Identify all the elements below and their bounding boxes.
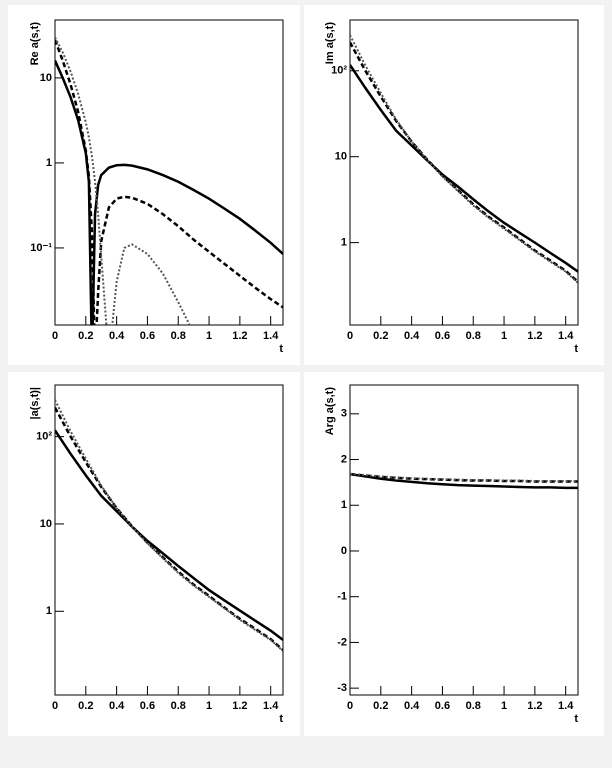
y-tick-label: 10 [40,518,52,530]
x-tick-label: 0.2 [373,330,388,342]
x-tick-label: 1.4 [558,330,574,342]
y-tick-label: -2 [337,636,347,648]
panel: -3 -2 -1 0 1 2 3 0 0.2 0.4 0.6 0.8 1 1.2 1.4 Arg a(s,t)… [304,372,604,736]
data-line [350,472,578,483]
plot-frame [54,384,284,696]
x-tick-label: 0.2 [78,700,93,712]
y-axis-label: Re a(s,t) [29,22,41,66]
x-tick-label: 1 [206,330,212,342]
plot-frame [54,19,284,326]
panel-background [304,372,604,736]
x-tick-label: 1.2 [527,330,542,342]
x-axis-label: t [574,713,578,725]
x-tick-label: 1 [501,330,507,342]
x-tick-label: 0.4 [404,330,420,342]
y-axis-label: |a(s,t)| [29,387,41,419]
x-tick-label: 0.2 [78,330,93,342]
x-tick-label: 1.4 [263,700,279,712]
data-line [55,36,191,325]
x-tick-label: 1.4 [263,330,279,342]
y-tick-label: 2 [341,453,347,465]
y-tick-label: -3 [337,682,347,694]
x-tick-label: 0 [52,330,58,342]
y-tick-label: 1 [341,237,347,249]
x-tick-label: 0 [347,700,353,712]
data-line [350,472,578,490]
y-tick-label: 1 [46,157,52,169]
y-tick-label: 3 [341,408,347,420]
data-line [350,64,578,273]
data-line [55,39,283,325]
y-tick-label: 0 [341,545,347,557]
x-tick-label: 0 [52,700,58,712]
x-tick-label: 1.2 [232,330,247,342]
x-tick-label: 0.8 [171,700,186,712]
x-tick-label: 0.8 [466,700,481,712]
x-tick-label: 1.4 [558,700,574,712]
y-axis-label: Im a(s,t) [324,22,336,65]
y-tick-label: 1 [46,605,52,617]
y-tick-label: 10⁻¹ [30,242,52,254]
data-line [55,406,283,651]
panel-background [8,372,300,736]
y-tick-label: 10² [331,65,347,77]
plot-frame [349,19,579,326]
x-tick-label: 0.4 [404,700,420,712]
panel: 10 1 10⁻¹ 0 0.2 0.4 0.6 0.8 1 1.2 1.4 Re a(s,t) t [8,5,300,365]
y-tick-label: 1 [341,499,347,511]
x-tick-label: 0.6 [435,700,450,712]
y-tick-label: 10 [335,151,347,163]
x-tick-label: 0.4 [109,330,125,342]
data-line [350,34,578,284]
y-axis-label: Arg a(s,t) [324,387,336,436]
x-tick-label: 0.4 [109,700,125,712]
x-axis-label: t [279,343,283,355]
plot-frame [349,384,579,696]
x-tick-label: 0.6 [140,700,155,712]
data-line [55,429,283,641]
x-tick-label: 1 [206,700,212,712]
x-tick-label: 0.2 [373,700,388,712]
x-tick-label: 0.6 [140,330,155,342]
data-line [55,399,283,652]
x-axis-label: t [574,343,578,355]
x-tick-label: 0.6 [435,330,450,342]
x-tick-label: 1 [501,700,507,712]
x-tick-label: 0.8 [171,330,186,342]
y-tick-label: 10 [40,72,52,84]
y-tick-label: 10² [36,431,52,443]
x-tick-label: 1.2 [527,700,542,712]
x-tick-label: 0 [347,330,353,342]
x-tick-label: 1.2 [232,700,247,712]
x-tick-label: 0.8 [466,330,481,342]
x-axis-label: t [279,713,283,725]
y-tick-label: -1 [337,591,347,603]
panel-background [8,5,300,365]
